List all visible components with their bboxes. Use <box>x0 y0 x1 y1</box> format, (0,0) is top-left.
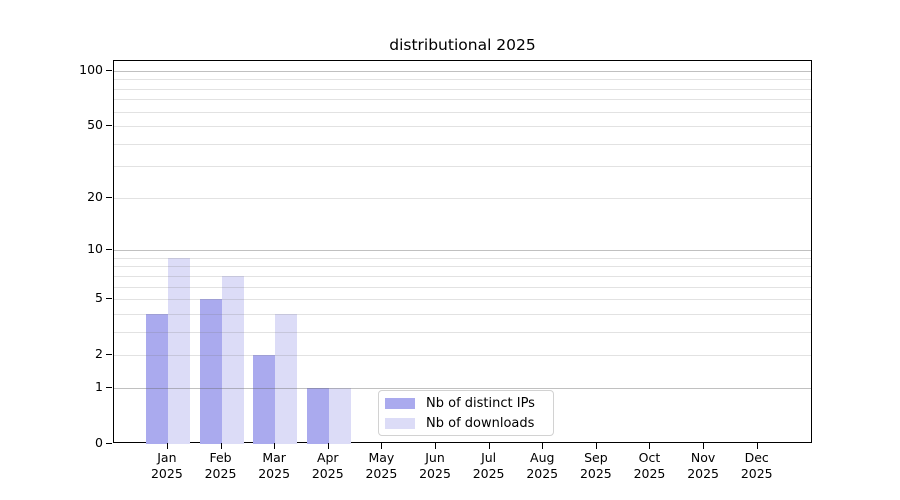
gridline-minor <box>114 286 811 288</box>
bar-downloads-apr <box>328 387 351 444</box>
y-tick-mark <box>106 354 112 356</box>
legend: Nb of distinct IPs Nb of downloads <box>378 390 554 436</box>
gridline-minor <box>114 257 811 259</box>
y-tick-mark <box>106 386 112 388</box>
bar-distinct-ips-mar <box>253 355 276 444</box>
y-tick-label: 0 <box>95 435 103 450</box>
x-tick-mark <box>220 443 222 449</box>
gridline-minor <box>114 111 811 113</box>
x-tick-mark <box>488 443 490 449</box>
y-tick-mark <box>106 69 112 71</box>
legend-label-distinct-ips: Nb of distinct IPs <box>426 395 535 411</box>
y-tick-mark <box>106 443 112 444</box>
x-tick-label-oct: Oct 2025 <box>633 450 666 481</box>
x-tick-label-nov: Nov 2025 <box>687 450 719 481</box>
plot-area <box>113 60 812 444</box>
legend-swatch-downloads <box>385 417 415 429</box>
x-tick-label-aug: Aug 2025 <box>526 450 559 481</box>
y-tick-label: 1 <box>95 378 103 394</box>
y-tick-label: 20 <box>87 188 103 204</box>
gridline-minor <box>114 313 811 315</box>
gridlines-layer <box>114 61 811 442</box>
x-tick-label-jul: Jul 2025 <box>472 450 505 481</box>
gridline-major <box>114 70 811 72</box>
gridline-minor <box>114 355 811 357</box>
x-tick-label-jun: Jun 2025 <box>419 450 451 481</box>
bars-layer <box>114 61 811 444</box>
gridline-minor <box>114 79 811 81</box>
bar-downloads-mar <box>275 313 298 444</box>
x-tick-mark <box>756 443 758 449</box>
x-tick-label-dec: Dec 2025 <box>740 450 773 481</box>
y-tick-label: 10 <box>87 241 103 257</box>
y-tick-mark <box>106 298 112 300</box>
x-tick-mark <box>274 443 276 449</box>
x-tick-label-apr: Apr 2025 <box>311 450 344 481</box>
y-tick-label: 100 <box>79 61 103 77</box>
x-tick-mark <box>327 443 329 449</box>
gridline-minor <box>114 99 811 101</box>
y-tick-mark <box>106 196 112 198</box>
gridline-minor <box>114 88 811 90</box>
gridline-major <box>114 387 811 389</box>
legend-swatch-distinct-ips <box>385 397 415 409</box>
legend-row-downloads: Nb of downloads <box>385 416 553 431</box>
bar-downloads-feb <box>221 275 244 444</box>
x-tick-label-mar: Mar 2025 <box>258 450 291 481</box>
x-tick-label-may: May 2025 <box>365 450 398 481</box>
gridline-minor <box>114 331 811 333</box>
gridline-minor <box>114 266 811 268</box>
chart-title: distributional 2025 <box>389 36 536 54</box>
gridline-minor <box>114 275 811 277</box>
legend-row-distinct-ips: Nb of distinct IPs <box>385 396 553 411</box>
y-tick-mark <box>106 249 112 251</box>
bar-distinct-ips-apr <box>306 387 329 444</box>
x-tick-mark <box>542 443 544 449</box>
x-tick-mark <box>435 443 436 449</box>
gridline-minor <box>114 299 811 301</box>
bar-distinct-ips-jan <box>145 313 168 444</box>
y-tick-mark <box>106 125 112 127</box>
gridline-minor <box>114 126 811 128</box>
y-tick-label: 5 <box>95 290 103 306</box>
legend-label-downloads: Nb of downloads <box>426 415 535 431</box>
x-tick-mark <box>703 443 705 449</box>
x-tick-mark <box>166 443 168 449</box>
y-tick-label: 50 <box>87 117 103 133</box>
x-tick-label-feb: Feb 2025 <box>204 450 237 481</box>
x-tick-mark <box>649 443 651 449</box>
x-tick-label-sep: Sep 2025 <box>579 450 612 481</box>
x-tick-mark <box>381 443 383 449</box>
gridline-minor <box>114 197 811 199</box>
gridline-minor <box>114 143 811 145</box>
bar-distinct-ips-feb <box>199 299 222 444</box>
bar-downloads-jan <box>167 257 190 444</box>
y-tick-label: 2 <box>95 346 103 362</box>
x-tick-mark <box>595 443 597 449</box>
gridline-major <box>114 250 811 252</box>
gridline-minor <box>114 166 811 168</box>
x-tick-label-jan: Jan 2025 <box>150 450 183 481</box>
